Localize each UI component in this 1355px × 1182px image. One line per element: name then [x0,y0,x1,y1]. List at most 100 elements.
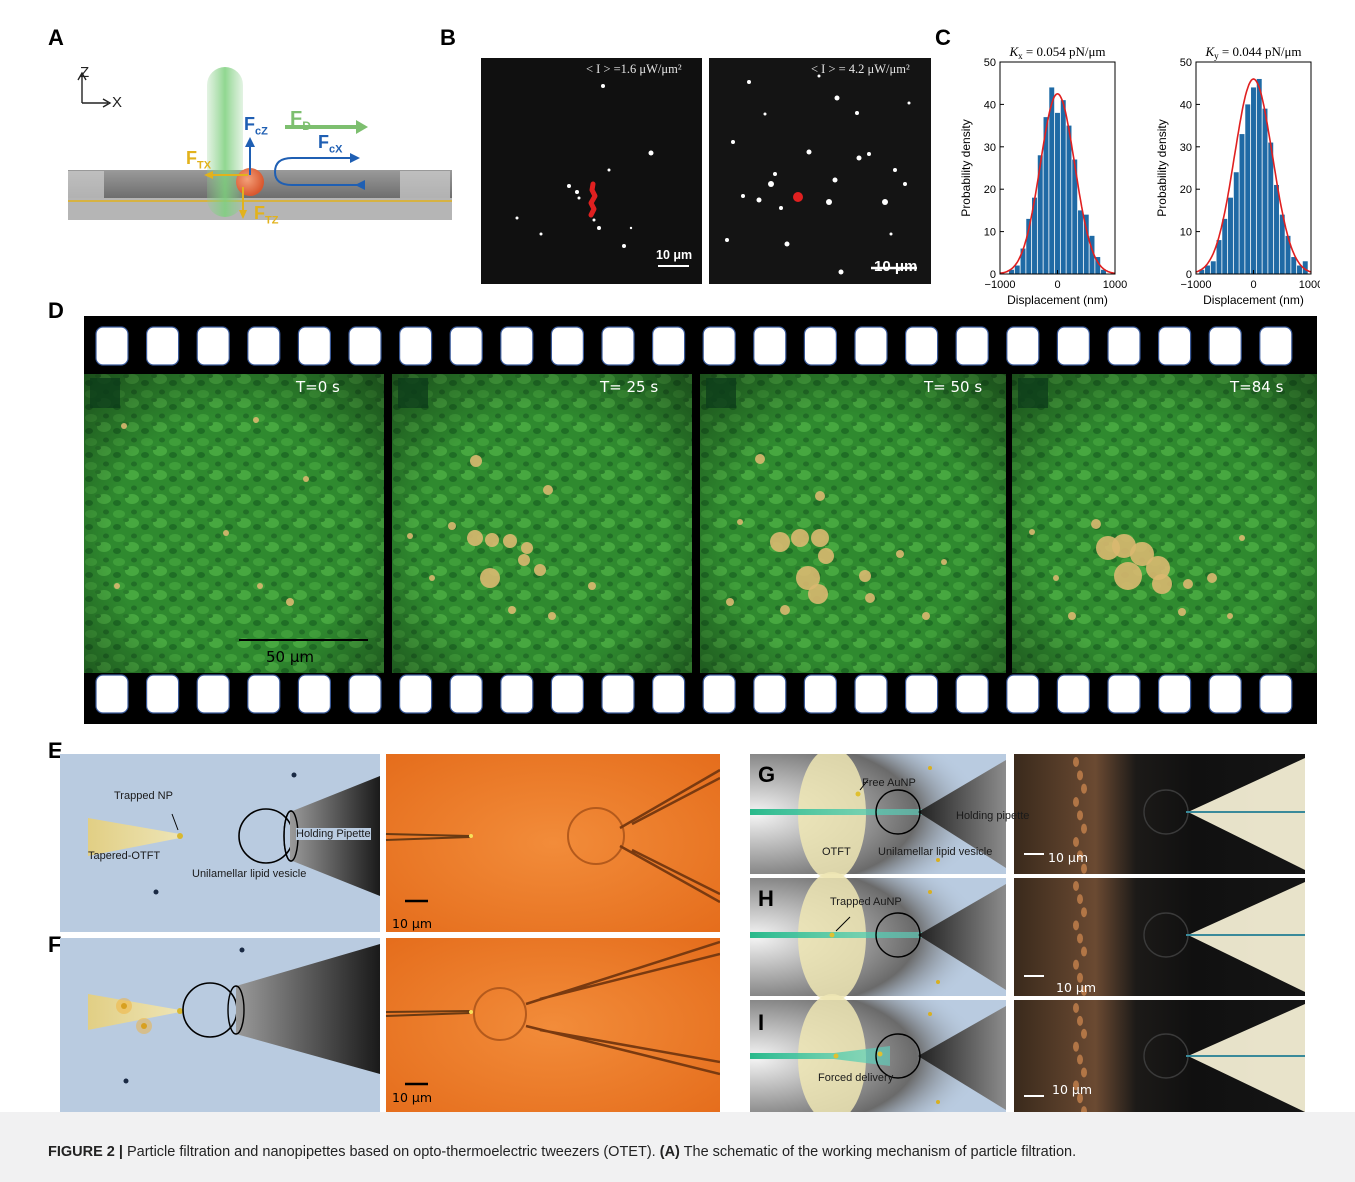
holding-pipette [918,1006,1006,1110]
particle-aggregate [534,564,546,576]
sprocket-hole [247,674,281,714]
caption-ref: (A) [659,1144,680,1160]
sprocket-hole [1157,326,1192,366]
sprocket-hole [449,326,483,366]
g-holding-pipette-label: Holding pipette [956,810,1030,822]
panel-label-c: C [935,25,951,50]
sprocket-hole [297,326,331,366]
particle-aggregate [818,548,834,564]
particle-aggregate [448,522,456,530]
y-tick-label: 50 [984,57,996,69]
panel-ghi-images [750,754,1305,1116]
particle-aggregate [1239,535,1245,541]
e-scalebar-label: 10 μm [392,916,433,931]
x-tick-label: −1000 [985,279,1016,291]
force-fcx-label: FcX [318,132,343,156]
particle-aggregate [1183,579,1193,589]
laser-beam [207,67,243,217]
particle-aggregate [485,533,499,547]
f-scalebar-label: 10 μm [392,1090,433,1105]
sprocket-hole [803,326,838,366]
histogram-bar [1251,87,1256,274]
x-axis-label: Displacement (nm) [1007,293,1108,307]
particle-aggregate [1068,612,1076,620]
sprocket-hole [702,674,736,714]
sprocket-hole [399,326,433,366]
histogram-bar [1199,269,1205,274]
b-left-intensity: < I > =1.6 μW/μm² [586,62,682,76]
particle-track [588,181,598,218]
x-axis-label: Displacement (nm) [1203,293,1304,307]
particle-aggregate [223,530,229,536]
histogram-bar [1072,159,1078,274]
particle-aggregate [811,529,829,547]
sprocket-hole [95,326,129,366]
sprocket-hole [955,326,989,366]
sprocket-hole [955,674,989,714]
x-tick-label: 1000 [1103,279,1127,291]
particle-aggregate [1178,608,1186,616]
y-axis-label: Probability density [959,119,973,216]
chart-title: Kx = 0.054 pN/μm [1008,44,1105,61]
histogram-bar [1279,214,1285,274]
particle-aggregate [941,559,947,565]
gaussian-fit [1195,78,1312,273]
lipid-vesicle [875,912,921,958]
panel-ef-images [60,754,720,1116]
force-fd-label: FD [290,108,311,133]
y-tick-label: 10 [1180,227,1192,239]
sprocket-hole [1107,326,1141,366]
particle-aggregate [518,554,530,566]
histogram-bar [1055,112,1060,274]
particle-aggregate [791,529,809,547]
particle-aggregate [121,423,127,429]
sprocket-hole [399,674,433,714]
histogram-bar [1060,100,1066,274]
particle-aggregate [548,612,556,620]
histogram-bar [1297,265,1302,274]
particle-aggregate [808,584,828,604]
delivered-aunp [877,1051,883,1057]
holding-pipette [918,884,1006,990]
y-tick-label: 30 [1180,142,1192,154]
force-fcz-label: FcZ [244,114,268,138]
histogram-bar [1268,142,1274,274]
histogram-bar [1222,218,1228,274]
particle-aggregate [755,454,765,464]
histogram-bar [1239,134,1245,274]
ghi-row-1 [750,872,1305,1002]
e-tapered-otft-label: Tapered-OTFT [88,850,161,862]
histogram-bar [1032,197,1037,274]
sprocket-hole [854,326,888,366]
d-timestamp-3: T=84 s [1230,378,1284,396]
panel-label-e: E [48,738,63,763]
sprocket-hole [145,326,180,366]
histogram-y: Ky = 0.044 pN/μm01020304050−100001000Dis… [1155,44,1320,307]
histogram-bar [1083,214,1089,274]
g-scalebar-label: 10 μm [1048,850,1089,865]
otft-lens [798,754,866,880]
sprocket-hole [196,674,230,714]
particle-aggregate [780,605,790,615]
histogram-bar [1245,104,1251,275]
y-tick-label: 0 [990,269,996,281]
y-axis-label: Probability density [1155,119,1169,216]
f-photo [386,938,720,1116]
histogram-bar [1205,265,1210,274]
histogram-bar [1014,265,1020,274]
sprocket-hole [1208,674,1242,714]
sprocket-hole [247,326,281,366]
histogram-bar [1078,210,1083,274]
sprocket-hole [854,674,888,714]
histogram-bar [1285,235,1291,274]
y-tick-label: 30 [984,142,996,154]
chart-title: Ky = 0.044 pN/μm [1204,44,1301,61]
histogram-bar [1274,184,1279,274]
particle-aggregate [726,598,734,606]
y-tick-label: 50 [1180,57,1192,69]
sprocket-hole [1157,674,1192,714]
sprocket-hole [1056,674,1091,714]
histogram-bar [1037,155,1043,274]
panel-label-d: D [48,298,64,323]
sprocket-hole [1006,326,1040,366]
